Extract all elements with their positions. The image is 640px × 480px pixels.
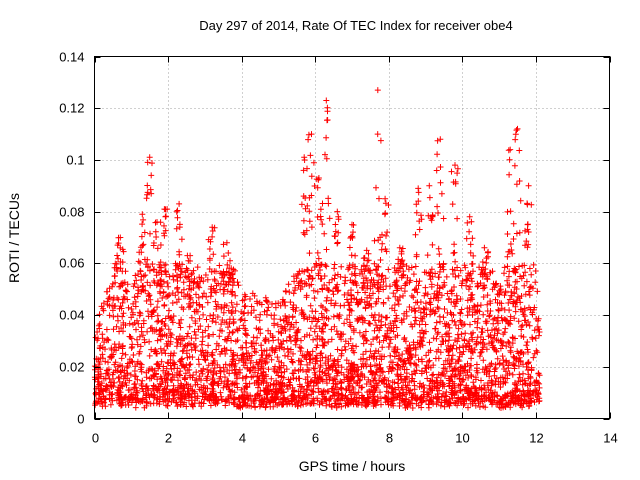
x-tick-label: 12: [529, 431, 543, 446]
y-tick-label: 0: [77, 412, 84, 427]
x-tick-label: 2: [165, 431, 172, 446]
scatter-markers: [91, 87, 543, 411]
y-tick-label: 0.02: [59, 360, 84, 375]
x-tick-label: 8: [386, 431, 393, 446]
x-axis-label: GPS time / hours: [299, 458, 406, 474]
chart-title: Day 297 of 2014, Rate Of TEC Index for r…: [199, 18, 512, 33]
y-axis-label: ROTI / TECUs: [6, 193, 22, 283]
y-tick-label: 0.06: [59, 256, 84, 271]
axis-ticks: 0 2 4 6 8 10 12 14 0 0.02 0.04 0.06 0.08 0.1 0.12 0.14: [59, 50, 618, 446]
grid-lines: [94, 56, 610, 419]
x-tick-label: 6: [312, 431, 319, 446]
y-tick-label: 0.14: [59, 50, 84, 65]
y-tick-label: 0.12: [59, 101, 84, 116]
x-tick-label: 14: [603, 431, 617, 446]
y-tick-label: 0.1: [66, 153, 84, 168]
x-tick-label: 0: [92, 431, 99, 446]
plot-frame: [94, 56, 610, 419]
x-tick-label: 10: [455, 431, 469, 446]
y-tick-label: 0.04: [59, 308, 84, 323]
data-points: [91, 87, 543, 411]
x-tick-label: 4: [239, 431, 246, 446]
y-tick-label: 0.08: [59, 205, 84, 220]
